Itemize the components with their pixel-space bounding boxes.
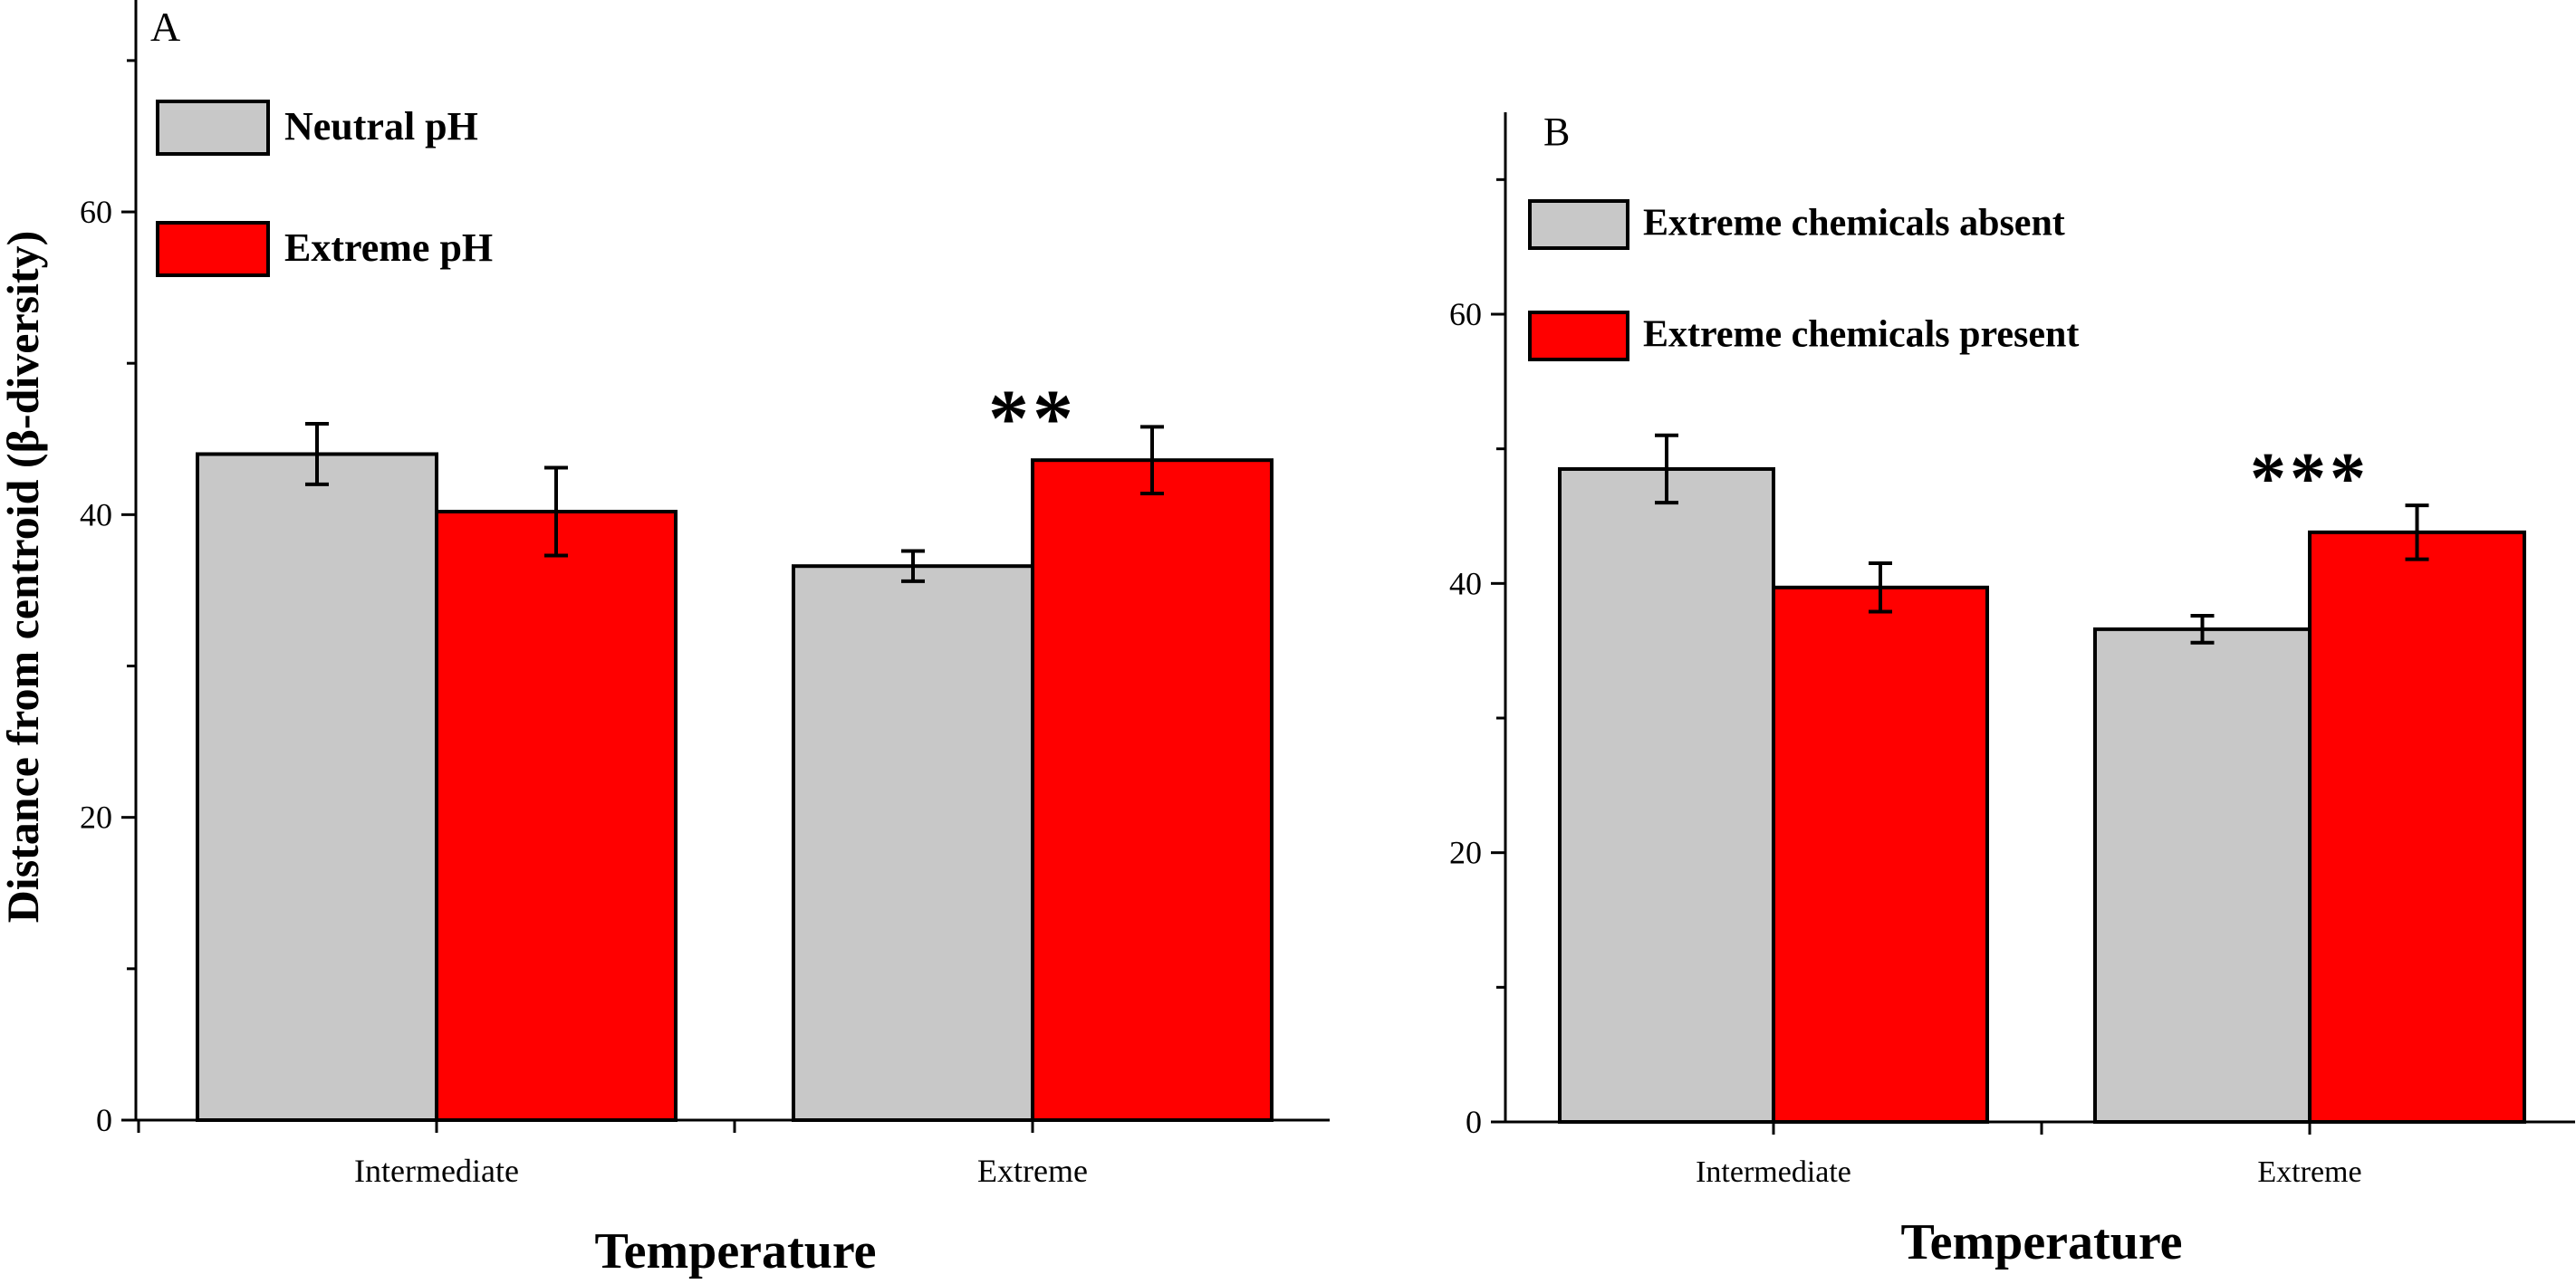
- y-tick-label: 60: [1449, 296, 1482, 332]
- legend-swatch: [156, 100, 270, 156]
- bar: [1772, 585, 1989, 1124]
- bar: [196, 452, 438, 1122]
- legend-swatch: [1528, 199, 1629, 250]
- bar: [435, 510, 678, 1122]
- y-tick-label: 20: [80, 800, 112, 836]
- bar: [2093, 627, 2312, 1124]
- panel-a: A Intermediate Extreme 0 20 40 60 Temperature Ne…: [80, 0, 1330, 1279]
- y-tick-label: 0: [96, 1102, 112, 1138]
- significance-marker: **: [988, 374, 1077, 464]
- x-tick-label: Intermediate: [354, 1153, 519, 1189]
- panel-label: A: [150, 4, 180, 50]
- legend-label: Neutral pH: [284, 104, 478, 149]
- y-tick-label: 20: [1449, 835, 1482, 871]
- bar: [2308, 530, 2526, 1124]
- y-tick-label: 0: [1466, 1104, 1482, 1140]
- y-axis-title: Distance from centroid (β-diversity): [0, 231, 48, 924]
- x-tick-label: Intermediate: [1696, 1155, 1851, 1189]
- legend-label: Extreme chemicals absent: [1643, 202, 2065, 244]
- x-tick-label: Extreme: [2257, 1155, 2361, 1189]
- y-tick-label: 60: [80, 194, 112, 230]
- bar: [1031, 458, 1274, 1122]
- x-tick-label: Extreme: [977, 1153, 1088, 1189]
- legend-swatch: [156, 221, 270, 277]
- y-tick-label: 40: [1449, 565, 1482, 601]
- y-tick-label: 40: [80, 496, 112, 532]
- legend-swatch: [1528, 311, 1629, 361]
- panel-label: B: [1543, 110, 1570, 154]
- bar: [1558, 466, 1775, 1124]
- panel-b: B Intermediate Extreme 0 20 40 60 Temperature Ex…: [1449, 110, 2575, 1270]
- x-axis-title: Temperature: [1900, 1214, 2182, 1270]
- significance-marker: ***: [2250, 439, 2369, 519]
- legend-label: Extreme chemicals present: [1643, 313, 2079, 355]
- bar: [792, 564, 1034, 1122]
- legend-label: Extreme pH: [284, 225, 493, 270]
- x-axis-title: Temperature: [594, 1223, 876, 1279]
